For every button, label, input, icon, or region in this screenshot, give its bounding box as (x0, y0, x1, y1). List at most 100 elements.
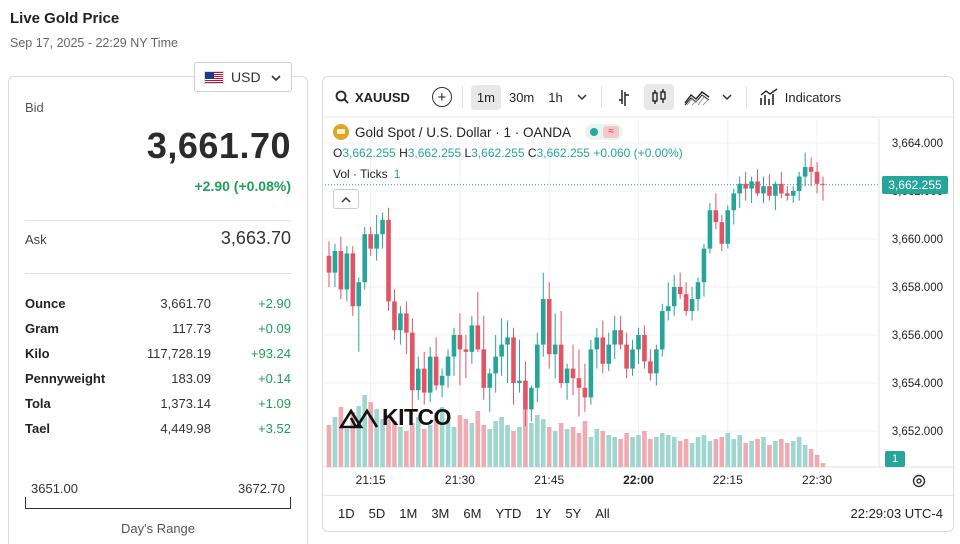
candle-body (332, 251, 338, 273)
area-chart-button[interactable] (678, 84, 716, 110)
unit-change: +2.90 (258, 296, 291, 311)
range-1y[interactable]: 1Y (535, 506, 552, 521)
candle-body (517, 380, 522, 383)
gold-bar-icon (333, 124, 349, 140)
candle-body (701, 248, 707, 283)
open-label: O (333, 146, 343, 160)
volume-label: Vol · Ticks (333, 167, 388, 181)
bars-icon (618, 90, 629, 106)
volume-bar (802, 445, 808, 467)
volume-bar (749, 441, 754, 467)
volume-bar (350, 412, 356, 467)
candle-body (814, 171, 820, 184)
open-value: 3,662.255 (342, 146, 396, 160)
range-1d[interactable]: 1D (338, 506, 355, 521)
interval-30m[interactable]: 30m (508, 89, 535, 105)
candle-body (713, 210, 719, 223)
volume-bar (642, 431, 647, 467)
volume-bar (457, 415, 463, 467)
divider (25, 273, 291, 274)
candle-body (731, 193, 737, 211)
interval-1m[interactable]: 1m (470, 84, 501, 110)
x-tick-label: 22:15 (713, 473, 743, 487)
volume-tag: 1 (885, 451, 905, 467)
currency-select[interactable]: USD (194, 62, 292, 92)
range-bar: 1D 5D 1M 3M 6M YTD 1Y 5Y All 22:29:03 UT… (323, 495, 953, 531)
candle-body (558, 344, 564, 383)
candle-body (386, 219, 391, 302)
unit-prices-table: Ounce 3,661.70 +2.90 Gram 117.73 +0.09 K… (25, 291, 291, 441)
wave-icon: ≈ (603, 126, 620, 138)
range-ytd[interactable]: YTD (495, 506, 522, 521)
chart-settings-button[interactable] (911, 473, 927, 489)
candle-body (784, 193, 790, 196)
volume-bar (588, 437, 594, 467)
volume-bar (445, 421, 451, 467)
bars-chart-button[interactable] (610, 84, 640, 110)
last-price-tag: 3,662.255 (882, 176, 948, 194)
candle-body (761, 186, 766, 194)
candle-body (600, 337, 606, 364)
unit-row-tael: Tael 4,449.98 +3.52 (25, 416, 291, 441)
price-chart[interactable]: 3,664.0003,662.0003,660.0003,658.0003,65… (323, 77, 954, 532)
range-1m[interactable]: 1M (399, 506, 418, 521)
volume-bar (636, 435, 641, 467)
symbol-search[interactable]: XAUUSD (335, 90, 410, 105)
kitco-logo-icon (339, 408, 379, 428)
ohlc-legend: O3,662.255 H3,662.255 L3,662.255 C3,662.… (333, 146, 683, 160)
volume-bar (386, 415, 391, 467)
unit-change: +3.52 (258, 421, 291, 436)
unit-change: +1.09 (258, 396, 291, 411)
volume-bar (451, 427, 457, 467)
candle-body (398, 313, 403, 331)
candle-body (546, 299, 552, 355)
candle-body (380, 219, 385, 235)
indicators-button[interactable]: Indicators (759, 88, 841, 106)
volume-bar (558, 423, 564, 467)
volume-bar (784, 443, 790, 467)
interval-1h[interactable]: 1h (548, 89, 563, 105)
divider (25, 220, 291, 221)
bid-change: +2.90 (+0.08%) (194, 178, 291, 194)
volume-bar (743, 443, 748, 467)
candle-body (564, 368, 570, 383)
indicators-icon (759, 88, 778, 105)
candle-body (374, 234, 379, 249)
unit-change: +0.09 (258, 321, 291, 336)
volume-bar (707, 441, 713, 467)
market-status-badge[interactable]: ≈ (585, 124, 624, 140)
candle-body (683, 294, 689, 311)
volume-bar (368, 402, 373, 467)
volume-bar (624, 433, 629, 467)
price-panel: Bid 3,661.70 +2.90 (+0.08%) Ask 3,663.70… (8, 76, 308, 544)
unit-value: 1,373.14 (160, 396, 211, 411)
interval-dropdown[interactable] (571, 90, 593, 105)
range-5y[interactable]: 5Y (565, 506, 582, 521)
volume-bar (820, 463, 826, 467)
range-3m[interactable]: 3M (431, 506, 450, 521)
unit-name: Pennyweight (25, 371, 106, 386)
volume-bar (648, 439, 653, 467)
unit-row-tola: Tola 1,373.14 +1.09 (25, 391, 291, 416)
chart-type-dropdown[interactable] (716, 90, 738, 105)
range-all[interactable]: All (595, 506, 610, 521)
chevron-down-icon (722, 93, 732, 100)
candle-body (338, 251, 344, 290)
close-value: 3,662.255 (536, 146, 590, 160)
candle-body (326, 255, 332, 273)
unit-row-pennyweight: Pennyweight 183.09 +0.14 (25, 366, 291, 391)
volume-bar (654, 437, 659, 467)
volume-bar (689, 443, 695, 467)
candles-chart-button[interactable] (643, 84, 674, 110)
range-5d[interactable]: 5D (368, 506, 386, 521)
compare-add-button[interactable]: + (431, 87, 452, 107)
candle-body (415, 368, 421, 391)
volume-bar (398, 427, 403, 467)
range-6m[interactable]: 6M (463, 506, 482, 521)
candle-body (808, 167, 814, 172)
volume-bar (487, 429, 492, 467)
volume-bar (570, 427, 576, 467)
legend-collapse-button[interactable] (333, 189, 359, 209)
chart-toolbar: XAUUSD + 1m 30m 1h Indicators (323, 77, 953, 117)
volume-bar (665, 435, 671, 467)
